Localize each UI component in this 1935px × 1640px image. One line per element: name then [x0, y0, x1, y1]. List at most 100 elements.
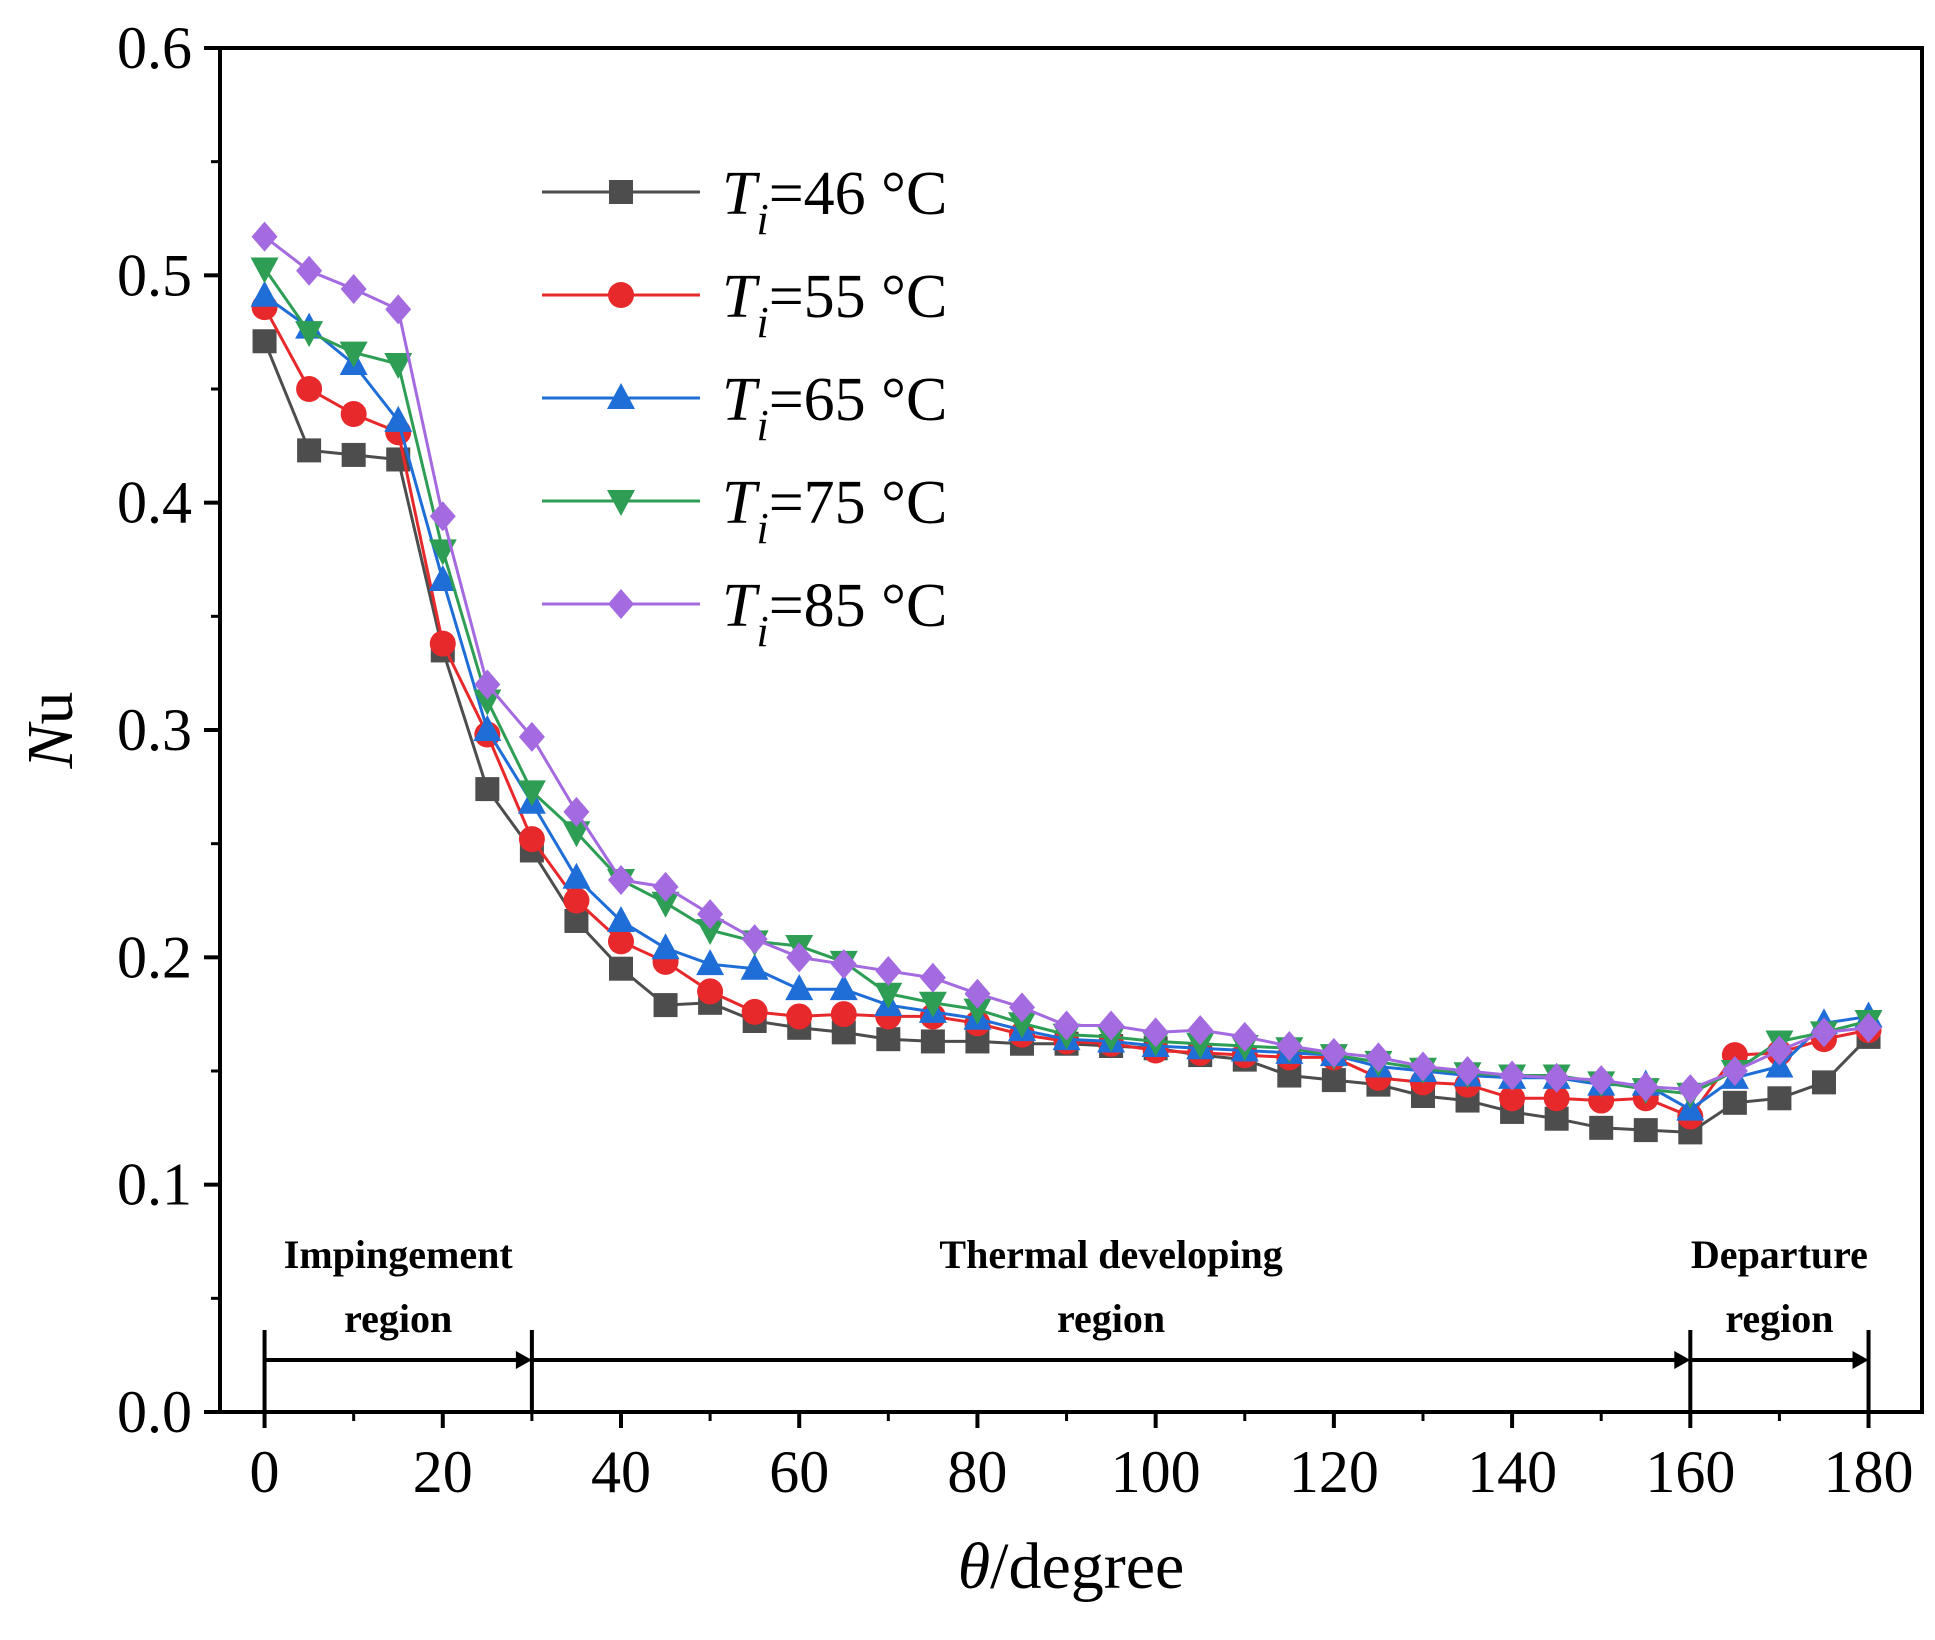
data-point	[1276, 1030, 1303, 1061]
data-point	[1499, 1060, 1526, 1091]
data-point	[696, 919, 725, 946]
data-point	[473, 689, 502, 716]
legend-value: =65 °C	[769, 366, 948, 434]
x-tick-label: 60	[769, 1439, 829, 1505]
legend-symbol: T	[722, 160, 761, 228]
data-point	[252, 329, 277, 354]
data-point	[652, 871, 679, 902]
y-tick-label: 0.6	[117, 15, 192, 81]
y-tick-label: 0.1	[117, 1152, 192, 1218]
legend-value: =75 °C	[769, 469, 948, 537]
data-point	[384, 405, 413, 432]
region-label-line2: region	[1725, 1296, 1833, 1341]
data-point	[250, 280, 279, 307]
y-tick-label: 0.2	[117, 924, 192, 990]
data-point	[918, 991, 947, 1018]
legend-marker	[609, 180, 633, 204]
data-point	[429, 630, 456, 657]
data-point	[562, 862, 591, 889]
x-tick-label: 20	[413, 1439, 473, 1505]
data-point	[919, 962, 946, 993]
legend: Ti=46 °CTi=55 °CTi=65 °CTi=75 °CTi=85 °C	[542, 160, 947, 656]
data-point	[874, 982, 903, 1009]
legend-value: =46 °C	[769, 160, 948, 228]
region-label-line1: Impingement	[284, 1232, 514, 1277]
data-point	[250, 257, 279, 284]
data-point	[1633, 1118, 1658, 1143]
data-point	[876, 1027, 901, 1052]
data-point	[563, 887, 590, 914]
data-point	[296, 376, 323, 402]
y-axis-unit: u	[14, 691, 87, 724]
data-point	[1543, 1062, 1570, 1093]
data-point	[830, 1001, 857, 1028]
data-point	[340, 401, 367, 428]
region-3: Departure region	[1690, 1232, 1869, 1369]
legend-symbol: T	[722, 572, 761, 640]
x-tick-label: 160	[1645, 1439, 1735, 1505]
data-point	[1320, 1037, 1347, 1068]
data-point	[920, 1029, 945, 1054]
data-point	[517, 780, 546, 807]
legend-subscript: i	[756, 607, 768, 656]
legend-label: Ti=46 °C	[722, 160, 947, 244]
data-point	[1722, 1090, 1747, 1115]
legend-value: =55 °C	[769, 263, 948, 331]
y-axis-label: Nu	[14, 691, 87, 769]
legend-subscript: i	[756, 298, 768, 347]
data-point	[1187, 1015, 1214, 1046]
data-point	[474, 669, 501, 700]
region-label-line2: region	[344, 1296, 452, 1341]
data-point	[1855, 1012, 1882, 1043]
region-2: Thermal developing region	[531, 1232, 1691, 1369]
x-tick-label: 40	[591, 1439, 651, 1505]
legend-marker	[607, 490, 635, 516]
data-point	[384, 352, 413, 379]
data-point	[607, 928, 634, 955]
data-point	[1721, 1056, 1748, 1086]
y-tick-label: 0.4	[117, 470, 192, 536]
data-point	[339, 341, 368, 368]
data-point	[740, 953, 769, 980]
legend-marker	[608, 589, 634, 619]
data-point	[1766, 1035, 1793, 1066]
data-point	[1454, 1056, 1481, 1086]
x-tick-label: 100	[1111, 1439, 1201, 1505]
data-point	[1588, 1065, 1615, 1096]
data-point	[875, 955, 902, 986]
data-point	[1098, 1010, 1125, 1041]
series-group	[250, 221, 1883, 1145]
legend-symbol: T	[722, 469, 761, 537]
y-tick-label: 0.0	[117, 1379, 192, 1445]
data-point	[696, 949, 725, 976]
data-point	[1186, 1032, 1215, 1059]
data-point	[697, 899, 724, 930]
data-point	[964, 978, 991, 1009]
legend-label: Ti=55 °C	[722, 263, 947, 347]
legend-entry-1: Ti=46 °C	[542, 160, 947, 244]
legend-marker	[607, 383, 635, 409]
y-axis-symbol: N	[14, 721, 87, 770]
legend-entry-4: Ti=75 °C	[542, 469, 947, 553]
data-point	[563, 796, 590, 827]
legend-subscript: i	[756, 504, 768, 553]
data-point	[562, 821, 591, 848]
x-axis-label: θ/degree	[958, 1530, 1185, 1603]
data-point	[1543, 1085, 1570, 1112]
data-point	[1142, 1017, 1169, 1048]
data-point	[831, 1020, 856, 1045]
region-label-line1: Thermal developing	[939, 1232, 1282, 1277]
data-point	[606, 905, 635, 932]
data-point	[1499, 1085, 1526, 1112]
legend-marker	[608, 282, 634, 308]
data-point	[475, 777, 500, 802]
data-point	[518, 826, 545, 853]
data-point	[829, 974, 858, 1001]
data-point	[608, 956, 633, 981]
data-point	[1008, 992, 1035, 1023]
data-point	[341, 442, 366, 467]
data-point	[1677, 1074, 1704, 1105]
data-point	[786, 1003, 813, 1030]
